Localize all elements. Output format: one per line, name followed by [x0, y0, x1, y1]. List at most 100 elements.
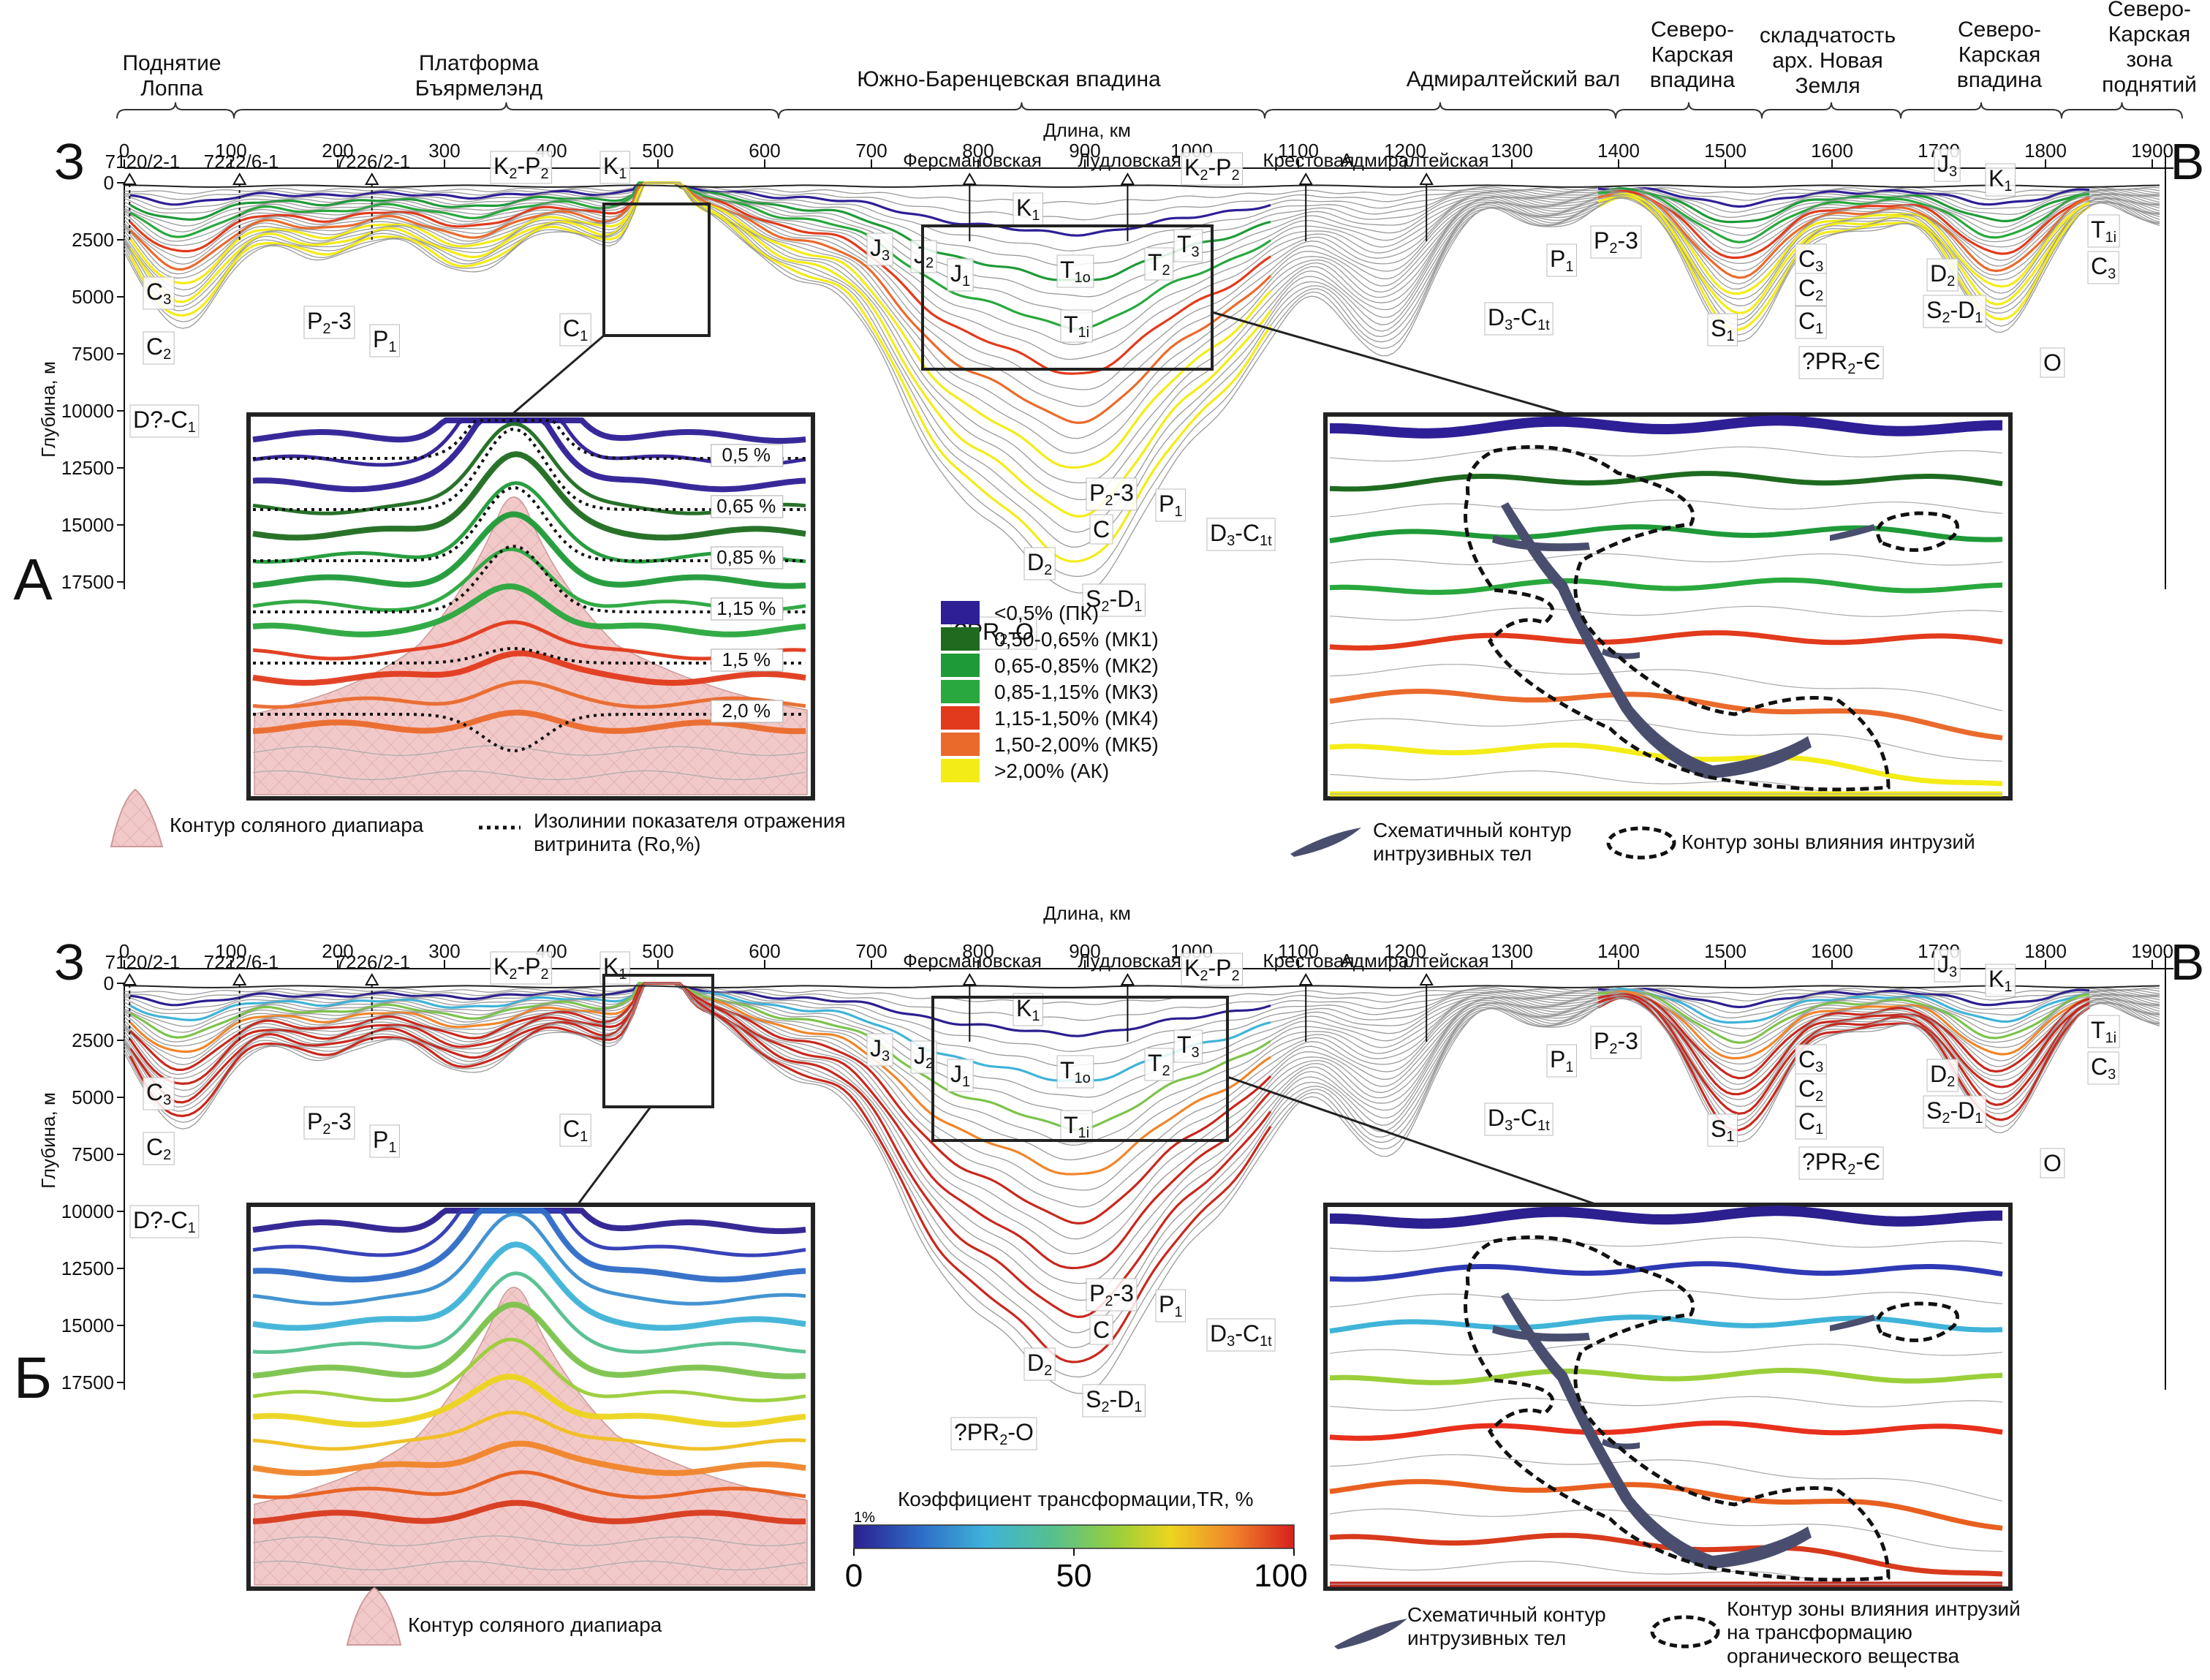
- well-marker: [232, 172, 247, 185]
- legend-swatch-pk: [941, 601, 980, 624]
- well-label: 7226/2-1: [336, 951, 411, 973]
- legend-label: <0,5% (ПК): [994, 602, 1099, 624]
- km-tick: 600: [749, 140, 780, 162]
- diapir-inset: [246, 1203, 815, 1591]
- svg-text:O: O: [2043, 1150, 2062, 1176]
- svg-text:P1​: P1​: [1159, 491, 1182, 520]
- well-marker: [1120, 172, 1135, 185]
- region-braces: [116, 102, 2183, 119]
- stratum-label: P2​-3: [1086, 1278, 1138, 1312]
- region-label: складчатость арх. Новая Земля: [1760, 23, 1896, 98]
- isoline-label: 0,5 %: [722, 444, 771, 466]
- region-label: Северо-Карская впадина: [1957, 18, 2043, 92]
- svg-text:T1i​: T1i​: [1064, 311, 1089, 341]
- svg-text:C3​: C3​: [1798, 246, 1823, 275]
- stratum-label: T3​: [1173, 229, 1203, 262]
- stratum-label: S2​-D1​: [1082, 1384, 1146, 1418]
- svg-text:P2​-3: P2​-3: [1594, 227, 1638, 257]
- intrusive-body: [1492, 1325, 1590, 1342]
- svg-text:C1​: C1​: [563, 315, 588, 344]
- horizon: [124, 182, 2160, 578]
- km-tick: 1600: [1811, 940, 1853, 962]
- km-axis: 0 100 200 300 400 500 600 700 800 900 1000 1100 1200…: [119, 140, 2174, 169]
- km-tick: 1200: [1384, 940, 1426, 962]
- well-label: 7120/2-1: [105, 151, 181, 173]
- well-label: Адмиралтейская: [1340, 149, 1488, 171]
- svg-text:K1​: K1​: [1016, 995, 1040, 1024]
- panel-b: З В Б Длина, км Глубина, м 0 100 200 300 400…: [14, 902, 2205, 1667]
- wells: 7120/2-1 7222/6-1 7226/2-1 Ферсмановская Луд…: [105, 950, 1489, 1042]
- km-tick: 1900: [2131, 140, 2173, 162]
- svg-text:O: O: [2043, 349, 2062, 376]
- svg-text:J3​: J3​: [1937, 951, 1957, 980]
- well-label: 7222/6-1: [204, 151, 279, 173]
- region-label: Поднятие Лоппа: [122, 51, 221, 101]
- intrusion-inset: [1323, 1203, 2013, 1591]
- well-marker: [122, 172, 137, 185]
- svg-text:K1​: K1​: [1016, 194, 1040, 224]
- stratum-label: T1o​: [1056, 254, 1094, 288]
- intrusion-legend-label: Схематичный контур интрузивных тел: [1407, 1603, 1606, 1649]
- horizon: [124, 983, 2160, 1378]
- stratum-label: C2​: [1795, 273, 1827, 306]
- svg-text:S2​-D1​: S2​-D1​: [1926, 1097, 1983, 1127]
- stratum-label: S2​-D1​: [1923, 295, 1986, 328]
- km-tick: 0: [119, 140, 129, 162]
- svg-text:T1o​: T1o​: [1060, 257, 1091, 286]
- isoline-label: 2,0 %: [722, 700, 771, 722]
- depth-tick: 7500: [72, 1143, 114, 1165]
- well-label: Лудловская: [1078, 950, 1181, 972]
- horizon: [124, 983, 2160, 1349]
- depth-tick: 10000: [61, 1200, 114, 1222]
- km-tick: 1400: [1597, 140, 1640, 162]
- horizon: [124, 983, 2160, 1161]
- svg-text:C3​: C3​: [1798, 1046, 1823, 1075]
- well-marker: [364, 972, 379, 985]
- horizon: [124, 182, 2160, 267]
- tr-colorbar-gradient: [853, 1524, 1295, 1549]
- km-tick: 900: [1069, 940, 1100, 962]
- svg-text:P2​-3: P2​-3: [307, 308, 352, 337]
- region-label: Северо-Карская зона поднятий: [2102, 0, 2197, 97]
- depth-axis-title: Глубина, м: [37, 361, 59, 458]
- stratum-label: T1i​: [1060, 1110, 1093, 1143]
- svg-text:K2​-P2​: K2​-P2​: [493, 953, 549, 983]
- depth-tick: 12500: [61, 1257, 114, 1279]
- depth-tick: 15000: [61, 1314, 114, 1336]
- stratum-label: ?PR2​-Є: [1798, 1146, 1884, 1180]
- svg-text:C1​: C1​: [1798, 1108, 1823, 1138]
- horizon: [124, 182, 2160, 298]
- stratum-label: C: [1089, 514, 1113, 545]
- well-label: Крестовая: [1263, 950, 1354, 972]
- maturity-horizon: [129, 982, 1272, 1319]
- region-label: Адмиралтейский вал: [1407, 67, 1620, 91]
- km-tick: 500: [642, 940, 673, 962]
- stratum-label: S2​-D1​: [1082, 583, 1146, 617]
- svg-text:C1​: C1​: [563, 1116, 588, 1145]
- svg-text:D2​: D2​: [1027, 549, 1052, 578]
- svg-text:K2​-P2​: K2​-P2​: [493, 153, 549, 182]
- legend-swatch-ak: [941, 759, 980, 782]
- stratum-label: P1​: [369, 324, 400, 357]
- svg-text:?PR2​-Є: ?PR2​-Є: [1802, 1149, 1880, 1178]
- horizon: [124, 182, 2160, 360]
- svg-text:D3​-C1t​: D3​-C1t​: [1210, 520, 1272, 549]
- horizon: [124, 983, 2160, 1098]
- svg-text:?PR2​-O: ?PR2​-O: [954, 1419, 1034, 1448]
- tr-colorbar-title: Коэффициент трансформации,TR, %: [898, 1488, 1254, 1510]
- ro-isoline: [253, 713, 806, 752]
- depth-tick: 17500: [61, 1371, 114, 1393]
- maturity-horizon: [129, 982, 1271, 1037]
- svg-text:T2​: T2​: [1148, 1050, 1170, 1079]
- stratum-label: J3​: [1934, 949, 1961, 983]
- intrusive-body: [1830, 1314, 1875, 1331]
- svg-text:P2​-3: P2​-3: [1089, 480, 1134, 509]
- svg-text:T1i​: T1i​: [2091, 216, 2116, 246]
- horizon: [124, 983, 2160, 1284]
- maturity-horizon: [129, 181, 1272, 425]
- maturity-horizon: [1597, 996, 2090, 1132]
- stratum-label: K1​: [1013, 192, 1043, 226]
- tr-tick: 50: [1056, 1558, 1092, 1594]
- km-tick: 1200: [1384, 140, 1426, 162]
